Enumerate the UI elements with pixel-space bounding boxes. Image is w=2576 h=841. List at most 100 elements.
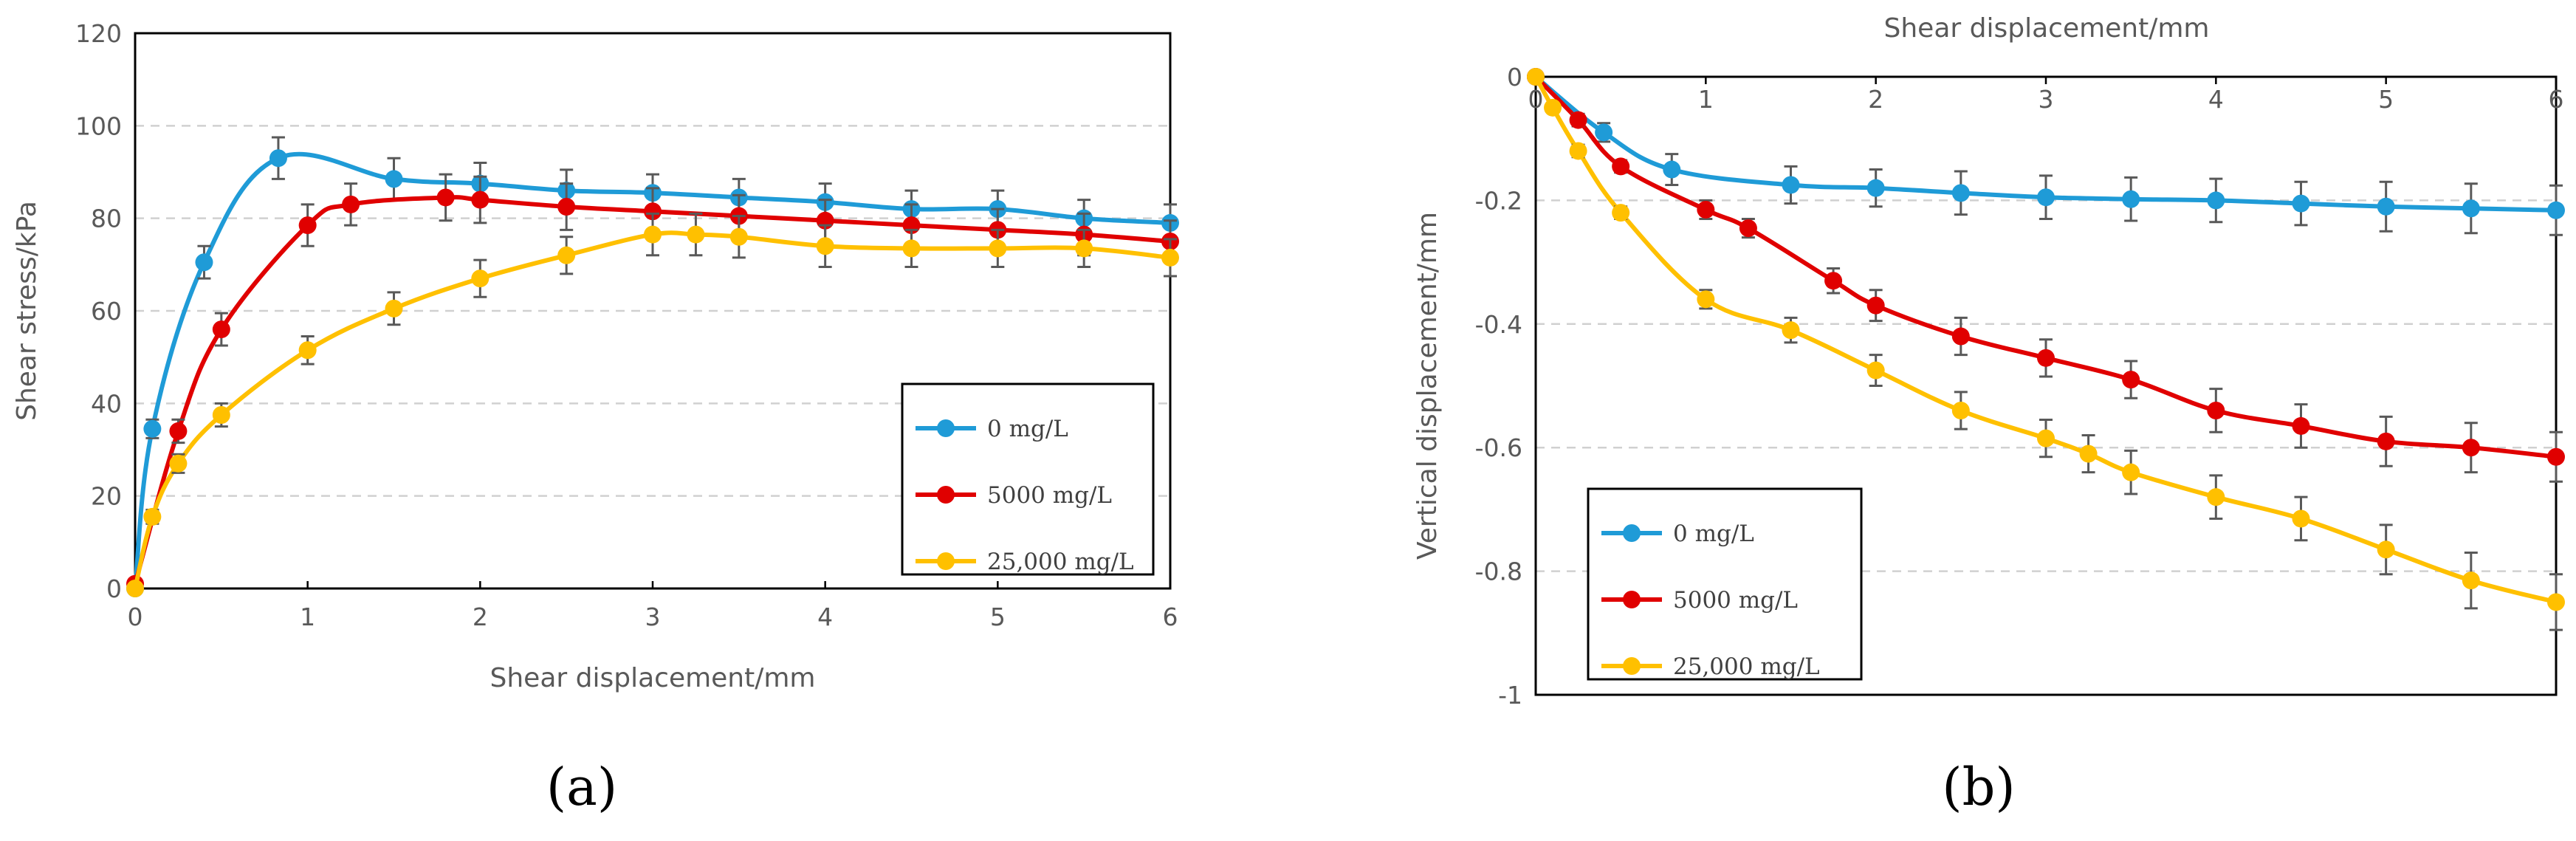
data-point xyxy=(1866,361,1885,380)
y-tick-label: 80 xyxy=(91,205,122,233)
data-point xyxy=(557,198,576,216)
x-tick-label: 4 xyxy=(817,603,833,631)
data-point xyxy=(298,341,317,360)
y-tick-label: 100 xyxy=(75,111,122,140)
data-layer xyxy=(1527,68,2565,631)
x-tick-label: 1 xyxy=(300,603,315,631)
x-tick-label: 2 xyxy=(1868,85,1883,114)
data-point xyxy=(2292,416,2310,435)
x-tick-label: 6 xyxy=(1163,603,1178,631)
x-tick-label: 0 xyxy=(128,603,143,631)
data-point xyxy=(1612,204,1630,222)
data-point xyxy=(169,454,188,473)
y-tick-label: -0.4 xyxy=(1475,310,1522,339)
data-point xyxy=(1544,98,1562,117)
data-point xyxy=(2207,401,2225,419)
data-point xyxy=(1951,327,1970,346)
data-point xyxy=(2547,447,2565,466)
legend-swatch-marker xyxy=(937,419,955,437)
legend-label: 25,000 mg/L xyxy=(987,549,1134,575)
data-point xyxy=(2292,509,2310,528)
data-point xyxy=(1569,111,1587,129)
data-point xyxy=(2462,571,2480,590)
data-point xyxy=(816,237,834,255)
legend-swatch-marker xyxy=(1623,591,1641,608)
data-point xyxy=(1697,290,1715,309)
data-point xyxy=(1612,157,1630,176)
x-axis-label: Shear displacement/mm xyxy=(490,663,816,693)
data-point xyxy=(169,422,188,440)
series-line xyxy=(1533,75,2557,459)
data-point xyxy=(342,195,360,213)
y-axis-label: Vertical displacement/mm xyxy=(1412,212,1443,560)
data-point xyxy=(143,507,162,526)
x-tick-label: 0 xyxy=(1528,85,1544,114)
data-point xyxy=(729,227,748,246)
y-tick-label: 120 xyxy=(75,19,122,48)
data-point xyxy=(212,406,230,424)
data-point xyxy=(644,202,662,221)
data-point xyxy=(1663,160,1681,179)
data-point xyxy=(2377,197,2395,216)
x-axis-label: Shear displacement/mm xyxy=(1884,13,2210,44)
data-point xyxy=(902,239,921,258)
data-layer xyxy=(126,136,1179,597)
y-tick-label: -1 xyxy=(1498,681,1522,710)
y-tick-label: 20 xyxy=(91,482,122,511)
series-2 xyxy=(126,212,1179,597)
data-point xyxy=(2122,190,2140,208)
data-point xyxy=(2377,432,2395,450)
data-point xyxy=(1569,142,1587,160)
panel-label-b: (b) xyxy=(1942,757,2015,817)
data-point xyxy=(2037,188,2055,207)
x-tick-label: 2 xyxy=(473,603,488,631)
data-point xyxy=(1782,176,1800,194)
data-point xyxy=(1951,401,1970,419)
data-point xyxy=(2207,191,2225,210)
x-tick-label: 1 xyxy=(1698,85,1714,114)
data-point xyxy=(1739,219,1757,238)
data-point xyxy=(298,216,317,235)
data-point xyxy=(385,170,403,188)
y-tick-label: 0 xyxy=(106,574,122,603)
legend-label: 5000 mg/L xyxy=(987,482,1112,509)
data-point xyxy=(2547,593,2565,611)
data-point xyxy=(2122,371,2140,389)
legend-label: 5000 mg/L xyxy=(1673,587,1798,614)
data-point xyxy=(2037,429,2055,447)
x-tick-label: 5 xyxy=(2378,85,2394,114)
panel-label-a: (a) xyxy=(546,757,617,817)
data-point xyxy=(1866,296,1885,315)
y-tick-label: 40 xyxy=(91,389,122,418)
series-line xyxy=(133,230,1171,589)
data-point xyxy=(687,225,705,244)
series-0 xyxy=(1527,68,2565,236)
data-point xyxy=(557,246,576,264)
data-point xyxy=(1697,200,1715,219)
legend: 0 mg/L 5000 mg/L 25,000 mg/L xyxy=(901,382,1155,576)
legend-box xyxy=(1587,487,1863,681)
y-axis-label: Shear stress/kPa xyxy=(12,201,42,421)
legend-label: 0 mg/L xyxy=(1673,521,1754,547)
series-2 xyxy=(1527,68,2565,631)
data-point xyxy=(1075,239,1093,258)
data-point xyxy=(1782,321,1800,340)
data-point xyxy=(989,239,1007,258)
x-tick-label: 3 xyxy=(2039,85,2054,114)
data-point xyxy=(2207,488,2225,507)
data-point xyxy=(2122,463,2140,481)
legend-swatch-marker xyxy=(1623,524,1641,542)
data-point xyxy=(644,225,662,244)
data-point xyxy=(212,320,230,339)
data-point xyxy=(1595,123,1613,142)
y-tick-label: 0 xyxy=(1507,63,1522,92)
legend-label: 0 mg/L xyxy=(987,416,1068,442)
legend: 0 mg/L 5000 mg/L 25,000 mg/L xyxy=(1587,487,1863,681)
data-point xyxy=(269,149,287,168)
legend-label: 25,000 mg/L xyxy=(1673,653,1820,680)
legend-box xyxy=(901,382,1155,576)
data-point xyxy=(1161,248,1179,267)
y-tick-label: 60 xyxy=(91,297,122,326)
